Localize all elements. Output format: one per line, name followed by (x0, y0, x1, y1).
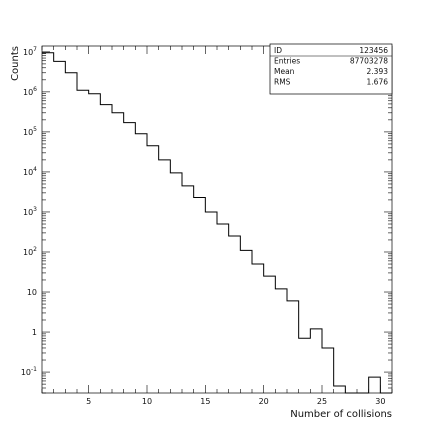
x-tick-label-4: 20 (259, 397, 269, 406)
x-axis-label: Number of collisions (290, 409, 392, 420)
y-tick-label-7: 105 (23, 126, 37, 137)
x-tick-label-5: 25 (317, 397, 327, 406)
y-tick-label-9: 107 (23, 46, 37, 57)
x-axis-ticks: 5 10 15 20 25 30 (41, 46, 393, 406)
stats-value-id: 123456 (359, 46, 388, 55)
histogram-bins (42, 53, 392, 393)
stats-label-entries: Entries (274, 57, 300, 66)
stats-value-mean: 2.393 (367, 67, 389, 76)
x-tick-label-2: 10 (142, 397, 152, 406)
x-tick-label-6: 30 (375, 397, 385, 406)
histogram-line (42, 52, 392, 394)
stats-label-rms: RMS (274, 78, 291, 87)
y-tick-label-2: 1 (32, 328, 37, 337)
y-axis-label: Counts (10, 46, 21, 81)
stats-value-entries: 87703278 (350, 57, 388, 66)
stats-label-mean: Mean (274, 67, 295, 76)
y-axis-ticks: 10-1 1 10 102 103 104 105 106 107 (21, 46, 392, 394)
x-tick-label-1: 5 (86, 397, 91, 406)
stats-box-frame (269, 43, 393, 95)
stats-value-rms: 1.676 (367, 78, 389, 87)
y-tick-label-1: 10-1 (21, 366, 37, 377)
stats-label-id: ID (274, 46, 282, 55)
y-tick-label-8: 106 (23, 86, 37, 97)
y-tick-label-5: 103 (23, 206, 37, 217)
stats-box: ID 123456 Entries 87703278 Mean 2.393 RMS 1.676 (269, 43, 393, 95)
y-tick-label-3: 10 (27, 288, 37, 297)
y-tick-label-6: 104 (23, 166, 37, 177)
x-tick-label-3: 15 (200, 397, 210, 406)
y-tick-label-4: 102 (23, 246, 37, 257)
